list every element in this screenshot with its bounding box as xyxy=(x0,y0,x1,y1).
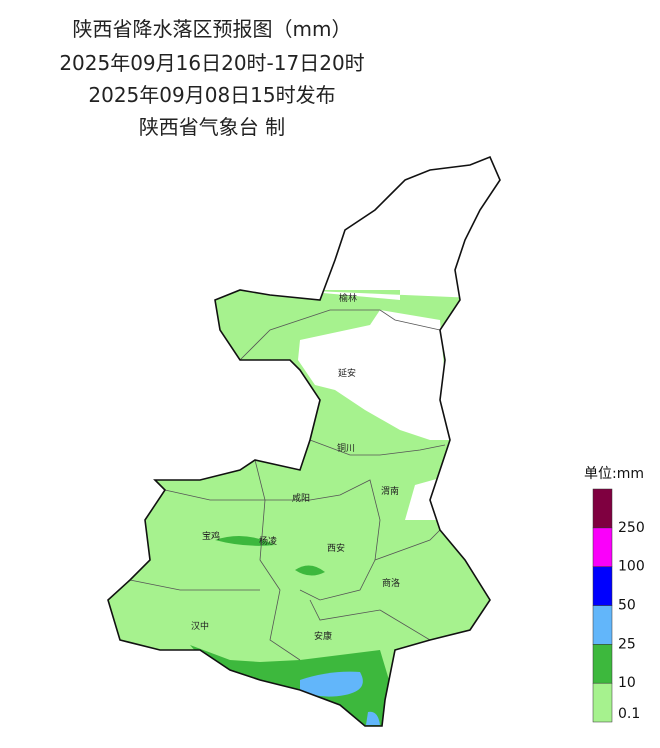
legend-tick-label: 250 xyxy=(618,520,645,536)
legend-tick-label: 0.1 xyxy=(618,706,640,722)
city-label: 咸阳 xyxy=(292,492,310,504)
header-line: 2025年09月08日15时发布 xyxy=(88,83,335,107)
header-line: 陕西省降水落区预报图（mm） xyxy=(73,17,352,41)
city-label: 榆林 xyxy=(339,292,357,304)
legend-tick-label: 100 xyxy=(618,559,645,575)
legend-swatch xyxy=(592,488,613,529)
city-label: 杨凌 xyxy=(259,535,277,547)
city-label: 宝鸡 xyxy=(202,530,220,542)
city-label: 商洛 xyxy=(382,577,400,589)
city-label: 铜川 xyxy=(337,442,355,454)
header-line: 2025年09月16日20时-17日20时 xyxy=(59,51,364,75)
city-label: 渭南 xyxy=(381,485,399,497)
legend-swatch xyxy=(592,644,613,684)
district-borders xyxy=(129,309,446,661)
legend-swatch xyxy=(592,682,613,723)
legend-swatch xyxy=(592,566,613,606)
legend-tick-label: 50 xyxy=(618,598,636,614)
header-line: 陕西省气象台 制 xyxy=(139,115,285,139)
city-label: 延安 xyxy=(338,367,356,379)
legend-tick-label: 25 xyxy=(618,636,636,652)
legend-swatch xyxy=(592,527,613,567)
city-label: 安康 xyxy=(314,630,332,642)
legend-swatch xyxy=(592,605,613,645)
legend-tick-label: 10 xyxy=(618,675,636,691)
city-label: 汉中 xyxy=(191,620,209,632)
province-border xyxy=(107,155,501,727)
legend-title: 单位:mm xyxy=(584,466,644,482)
city-label: 西安 xyxy=(327,542,345,554)
